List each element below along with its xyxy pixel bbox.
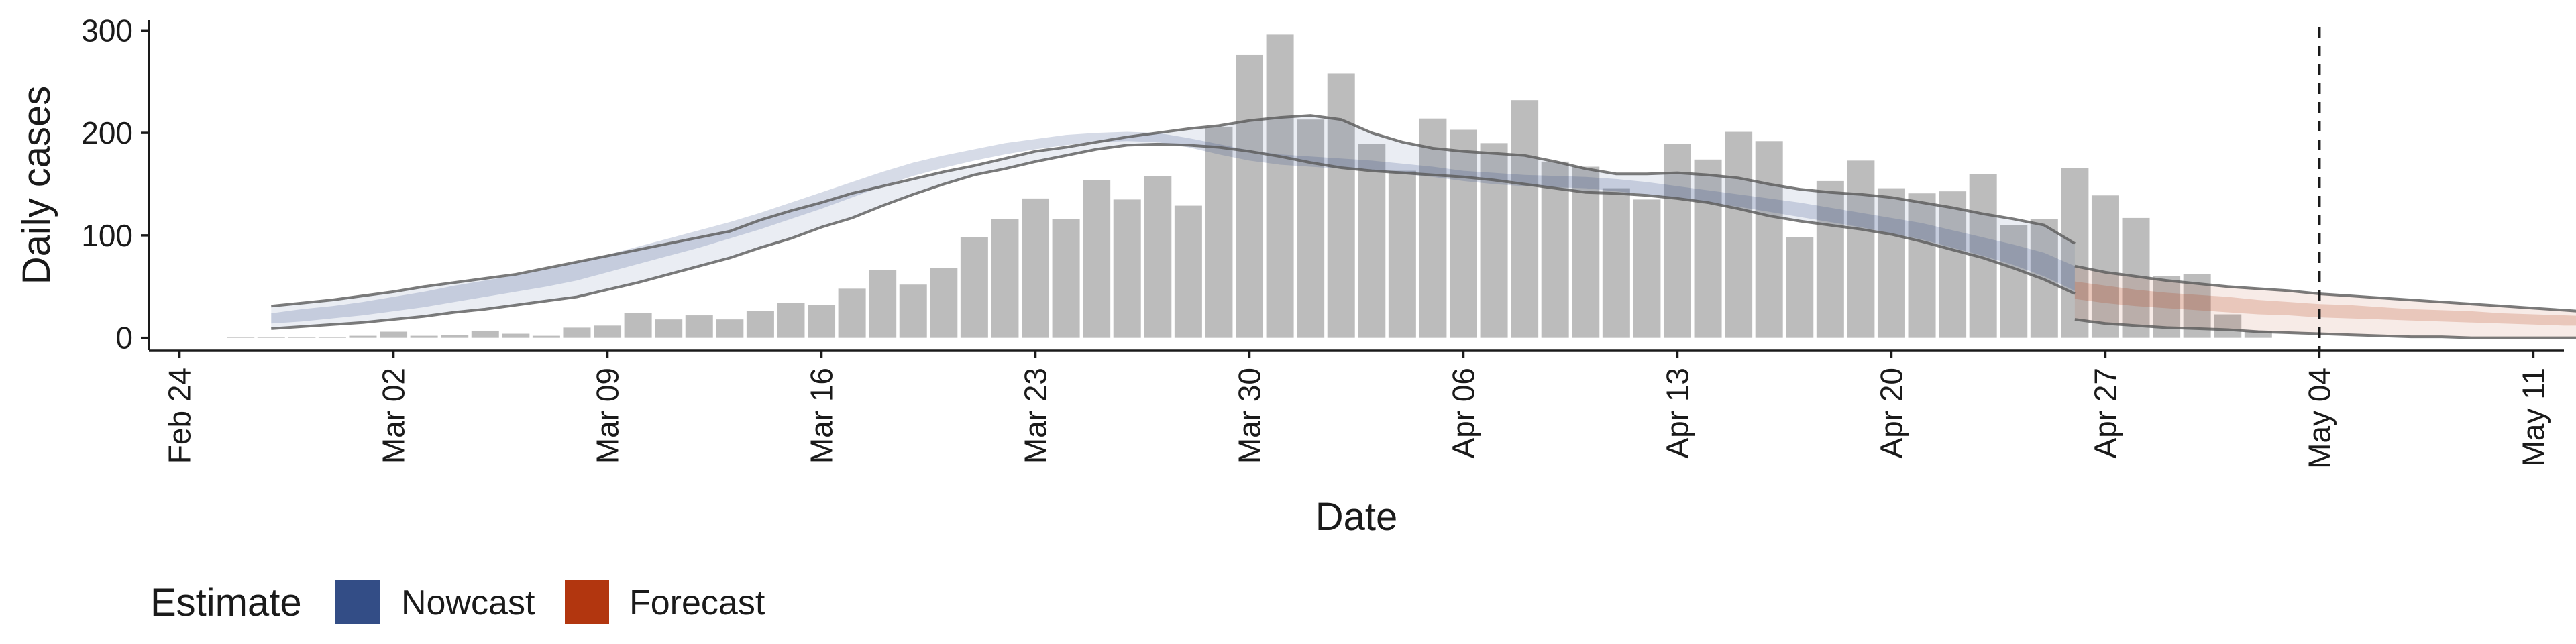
y-tick-label: 300 xyxy=(81,13,133,48)
bar xyxy=(746,311,774,338)
x-tick-label: Mar 30 xyxy=(1232,368,1267,464)
nowcast-band-50 xyxy=(271,131,2075,324)
bar xyxy=(1847,160,1875,338)
legend-label-nowcast: Nowcast xyxy=(401,584,535,623)
bar xyxy=(1327,73,1355,338)
x-tick-label: Apr 13 xyxy=(1660,368,1695,459)
bar xyxy=(532,335,560,338)
legend-swatch-nowcast xyxy=(335,580,380,624)
legend-label-forecast: Forecast xyxy=(629,584,765,623)
y-tick-label: 200 xyxy=(81,115,133,150)
y-ticks: 0 100 200 300 xyxy=(81,13,149,356)
bar xyxy=(257,337,285,338)
x-tick-label: May 11 xyxy=(2516,368,2551,466)
bar xyxy=(1236,54,1264,338)
bar xyxy=(899,284,927,338)
bar xyxy=(1174,205,1202,338)
bar xyxy=(1877,188,1905,338)
bar xyxy=(1113,199,1141,338)
bar xyxy=(869,270,897,338)
bar xyxy=(1939,191,1967,338)
bar xyxy=(594,325,622,338)
bar xyxy=(1816,180,1844,338)
bar xyxy=(1297,119,1325,338)
bar xyxy=(1266,34,1294,338)
bar xyxy=(1694,159,1722,338)
nowcast-band-90 xyxy=(271,115,2075,329)
bar xyxy=(777,303,805,338)
axes xyxy=(148,20,2564,352)
legend: Estimate Nowcast Forecast xyxy=(150,580,765,625)
x-axis-title: Date xyxy=(1316,495,1398,539)
bar xyxy=(2244,330,2272,338)
bar xyxy=(1022,198,1050,338)
bar xyxy=(471,330,499,338)
bar xyxy=(1052,219,1080,338)
y-axis-title: Daily cases xyxy=(15,86,58,285)
bar xyxy=(624,313,652,338)
bar xyxy=(930,268,958,338)
x-tick-label: Apr 27 xyxy=(2088,368,2123,459)
bar xyxy=(1633,199,1661,338)
x-tick-label: Apr 06 xyxy=(1446,368,1481,459)
bar xyxy=(1511,100,1539,338)
x-ticks: Feb 24 Mar 02 Mar 09 Mar 16 Mar 23 Mar 30 Apr … xyxy=(162,350,2551,469)
estimate-outline xyxy=(271,114,2576,339)
bar xyxy=(1908,193,1936,338)
bar xyxy=(1083,180,1111,338)
bar xyxy=(655,319,683,338)
bar xyxy=(2000,225,2028,338)
bar xyxy=(838,288,866,338)
bar xyxy=(441,335,469,338)
bar xyxy=(991,219,1019,338)
forecast-upper-line xyxy=(2074,264,2576,313)
bar xyxy=(1541,161,1569,338)
bar xyxy=(1725,131,1753,338)
bar xyxy=(502,333,530,338)
x-tick-label: Mar 23 xyxy=(1018,368,1053,464)
x-tick-label: Apr 20 xyxy=(1874,368,1909,459)
bar xyxy=(2214,314,2242,338)
bar xyxy=(318,337,346,338)
x-tick-label: Mar 09 xyxy=(590,368,625,464)
bar xyxy=(1205,126,1233,338)
bar-series xyxy=(227,34,2272,338)
bar xyxy=(2061,168,2089,338)
bar xyxy=(227,337,255,338)
bar xyxy=(2091,195,2119,338)
bar xyxy=(1388,170,1416,338)
bar xyxy=(349,335,377,338)
bar xyxy=(808,305,836,338)
bar xyxy=(380,331,408,338)
x-tick-label: May 04 xyxy=(2302,368,2337,469)
y-tick-label: 100 xyxy=(81,218,133,253)
bar xyxy=(1602,188,1630,338)
y-tick-label: 0 xyxy=(115,321,133,356)
x-tick-label: Mar 02 xyxy=(376,368,411,464)
bar xyxy=(563,327,591,338)
legend-swatch-forecast xyxy=(565,580,609,624)
bar xyxy=(1663,144,1691,338)
forecast-lower-line xyxy=(2074,318,2576,339)
legend-title: Estimate xyxy=(150,581,302,625)
bar xyxy=(1419,118,1447,338)
bar xyxy=(1358,144,1386,338)
bar xyxy=(1144,176,1172,338)
bar xyxy=(1572,166,1600,338)
x-tick-label: Mar 16 xyxy=(804,368,839,464)
forecast-band-50 xyxy=(2074,281,2576,326)
nowcast-upper-line xyxy=(271,114,2076,308)
bar xyxy=(1755,141,1783,338)
bar xyxy=(1480,143,1508,338)
bar xyxy=(410,335,438,338)
bar xyxy=(960,237,988,338)
bar xyxy=(685,315,713,338)
x-tick-label: Feb 24 xyxy=(162,368,197,464)
bar xyxy=(288,337,316,338)
bar xyxy=(1786,237,1814,338)
bar xyxy=(1449,129,1477,338)
bar xyxy=(716,319,744,338)
nowcast-lower-line xyxy=(271,142,2076,330)
